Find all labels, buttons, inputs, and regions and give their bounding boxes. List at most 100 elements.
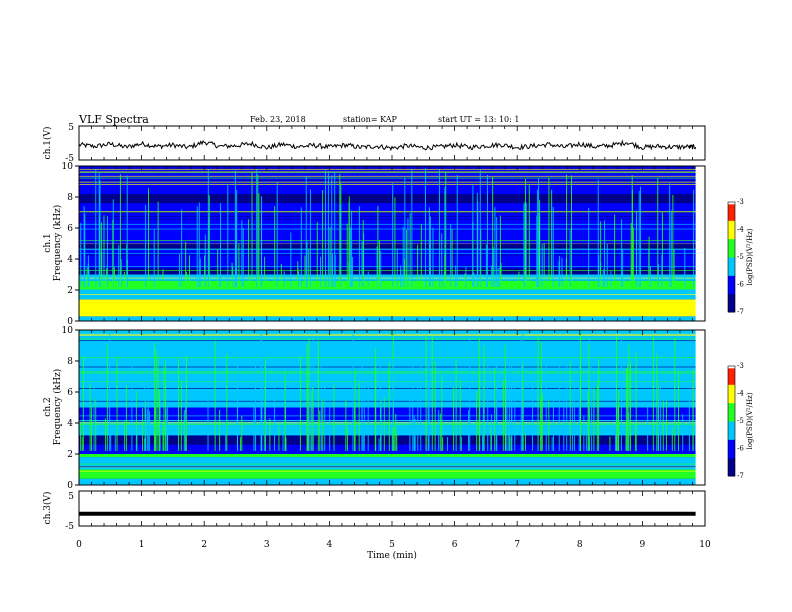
ch3-waveform-frame — [78, 490, 706, 527]
colorbar-cell — [728, 432, 735, 435]
colorbar-cell — [728, 410, 735, 413]
spectrogram-sferic — [566, 348, 568, 451]
spectrogram-sferic — [541, 244, 543, 287]
colorbar-cell — [728, 406, 735, 409]
colorbar-cell — [728, 220, 735, 223]
spectrogram-sferic — [234, 170, 236, 287]
spectrogram-sferic — [469, 339, 471, 451]
colorbar-label: log(PSD)(V²/Hz) — [746, 392, 754, 449]
spectrogram-sferic — [317, 340, 319, 451]
spectrogram-sferic — [552, 394, 554, 451]
colorbar-cell — [728, 216, 735, 219]
spectrogram-sferic — [602, 269, 604, 287]
spectrogram-sferic — [453, 387, 455, 451]
spectrogram-sferic — [257, 174, 259, 287]
spectrogram-sferic — [431, 336, 433, 451]
spectrogram-sferic — [617, 390, 619, 451]
colorbar-cell — [728, 400, 735, 404]
spectrogram-sferic — [306, 241, 308, 287]
spectrogram-sferic — [207, 169, 209, 287]
spectrogram-hum-line — [79, 366, 705, 368]
colorbar-tick-label: -3 — [737, 198, 744, 206]
spectrogram-band — [79, 469, 705, 479]
spectrogram-band — [79, 388, 705, 408]
colorbar-cell — [728, 399, 735, 402]
spectrogram-sferic — [444, 187, 446, 287]
colorbar-cell — [728, 203, 735, 207]
colorbar-cell — [728, 222, 735, 225]
spectrogram-sferic — [378, 438, 380, 451]
spectrogram-sferic — [476, 391, 478, 451]
spectrogram-sferic — [322, 190, 324, 287]
spectrogram-hum-line — [79, 400, 705, 402]
colorbar-cell — [728, 375, 735, 378]
spectrogram-hum-line — [79, 338, 705, 340]
spectrogram-sferic — [178, 254, 180, 287]
colorbar-cell — [728, 227, 735, 230]
spectrogram-hum-line — [79, 460, 705, 461]
spectrogram-sferic — [540, 341, 542, 451]
spectrogram-sferic — [609, 436, 611, 451]
colorbar-cell — [728, 238, 735, 241]
colorbar-cell — [728, 395, 735, 398]
colorbar-cell — [728, 286, 735, 289]
spectrogram-sferic — [136, 429, 138, 451]
colorbar-cell — [728, 205, 735, 208]
spectrogram-sferic — [329, 407, 331, 451]
spectrogram-sferic — [413, 415, 415, 451]
colorbar-cell — [728, 369, 735, 372]
spectrogram-sferic — [518, 271, 520, 287]
spectrogram-sferic — [103, 215, 105, 287]
freq-tick-label: 2 — [67, 286, 73, 296]
spectrogram-hum-line — [79, 228, 705, 230]
colorbar-cell — [728, 472, 735, 475]
spectrogram-sferic — [657, 263, 659, 287]
spectrogram-sferic — [589, 340, 591, 451]
colorbar-cell — [728, 295, 735, 298]
spectrogram-sferic — [307, 403, 309, 451]
spectrogram-sferic — [109, 331, 111, 451]
spectrogram-sferic — [105, 418, 107, 451]
colorbar-cell — [728, 240, 735, 243]
spectrogram-sferic — [253, 407, 255, 451]
spectrogram-sferic — [652, 335, 654, 451]
spectrogram-sferic — [628, 345, 630, 451]
spectrogram-sferic — [319, 410, 321, 451]
ch1-freq-ticks: 0 2 4 6 8 10 — [62, 162, 79, 327]
spectrogram-sferic — [465, 267, 467, 287]
spectrogram-sferic — [551, 437, 553, 451]
spectrogram-sferic — [578, 362, 580, 451]
colorbar-cell — [728, 202, 735, 205]
spectrogram-sferic — [450, 224, 452, 287]
spectrogram-sferic — [106, 344, 108, 451]
spectrogram-sferic — [682, 414, 684, 451]
spectrogram-sferic — [260, 333, 262, 451]
spectrogram-hum-line — [79, 377, 705, 379]
spectrogram-band — [79, 243, 705, 250]
colorbar-cell — [728, 424, 735, 427]
spectrogram-hum-line — [79, 240, 705, 242]
spectrogram-sferic — [119, 174, 121, 287]
spectrogram-sferic — [420, 365, 422, 451]
spectrogram-sferic — [363, 378, 365, 451]
spectrogram-sferic — [496, 217, 498, 287]
spectrogram-sferic — [600, 221, 602, 287]
spectrogram-sferic — [332, 254, 334, 287]
colorbar-cell — [728, 304, 735, 307]
colorbar-cell — [728, 257, 735, 260]
freq-tick-label: 0 — [67, 317, 73, 327]
spectrogram-sferic — [500, 263, 502, 287]
spectrogram-sferic — [551, 189, 553, 287]
spectrogram-sferic — [346, 426, 348, 451]
spectrogram-sferic — [380, 251, 382, 287]
spectrogram-sferic — [329, 227, 331, 287]
spectrogram-sferic — [280, 263, 282, 287]
spectrogram-hum-line — [79, 420, 705, 422]
spectrogram-band — [79, 268, 705, 275]
spectrogram-sferic — [144, 379, 146, 451]
spectrogram-sferic — [451, 228, 453, 287]
spectrogram-sferic — [585, 426, 587, 451]
colorbar-cell — [728, 393, 735, 396]
spectrogram-sferic — [467, 410, 469, 451]
spectrogram-sferic — [124, 271, 126, 287]
